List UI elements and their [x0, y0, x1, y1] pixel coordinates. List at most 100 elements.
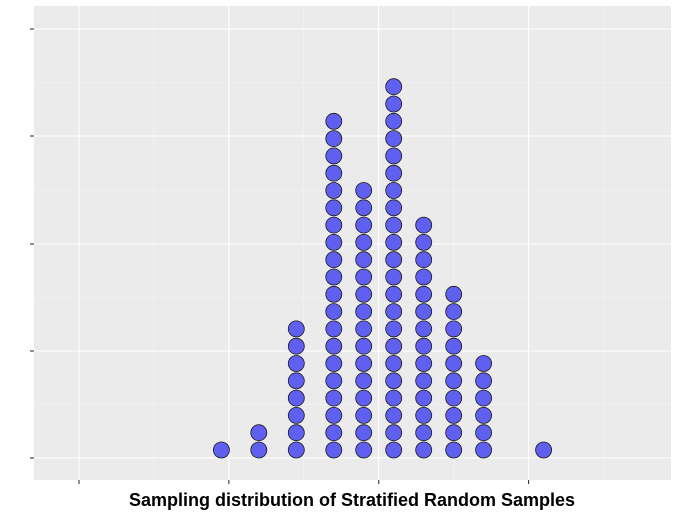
data-dot: [287, 337, 305, 355]
data-dot: [385, 372, 403, 390]
data-dot: [355, 337, 373, 355]
data-dot: [385, 268, 403, 286]
data-dot: [355, 199, 373, 217]
data-dot: [355, 441, 373, 459]
data-dot: [355, 216, 373, 234]
data-dot: [385, 95, 403, 113]
data-dot: [475, 355, 493, 372]
data-dot: [385, 112, 403, 130]
data-dot: [445, 406, 463, 424]
data-dot: [415, 406, 433, 424]
data-dot: [475, 424, 493, 442]
data-dot: [385, 406, 403, 424]
data-dot: [445, 441, 463, 459]
data-dot: [250, 441, 268, 459]
data-dot: [287, 372, 305, 390]
data-dot: [287, 320, 305, 338]
x-axis-label: Sampling distribution of Stratified Rand…: [129, 490, 575, 510]
data-dot: [355, 182, 373, 199]
data-dot: [385, 285, 403, 303]
data-dot: [355, 389, 373, 407]
data-dot: [325, 389, 343, 407]
data-dot: [445, 337, 463, 355]
data-dot: [385, 337, 403, 355]
grid-lines: [34, 6, 671, 480]
data-dot: [445, 320, 463, 338]
data-dot: [325, 233, 343, 251]
data-dot: [325, 337, 343, 355]
data-dot: [287, 389, 305, 407]
data-dot: [385, 216, 403, 234]
data-dot: [325, 303, 343, 321]
data-dot: [325, 424, 343, 442]
data-dot: [355, 303, 373, 321]
data-dot: [355, 355, 373, 372]
data-dot: [415, 251, 433, 269]
data-dot: [445, 355, 463, 372]
data-dot: [325, 164, 343, 182]
data-dot: [385, 78, 403, 96]
data-dot: [325, 199, 343, 217]
data-dot: [475, 389, 493, 407]
data-dot: [325, 147, 343, 165]
data-dot: [385, 424, 403, 442]
data-dot: [385, 130, 403, 148]
data-dot: [385, 303, 403, 321]
data-dot: [415, 285, 433, 303]
data-dot: [287, 424, 305, 442]
data-dot: [445, 424, 463, 442]
data-dot: [415, 303, 433, 321]
data-dot: [325, 320, 343, 338]
data-dot: [385, 233, 403, 251]
data-dot: [415, 389, 433, 407]
data-dot: [355, 372, 373, 390]
data-dot: [355, 251, 373, 269]
data-dot: [325, 372, 343, 390]
data-dot: [415, 216, 433, 234]
data-dot: [475, 372, 493, 390]
data-dot: [475, 441, 493, 459]
data-dot: [415, 320, 433, 338]
data-dot: [325, 216, 343, 234]
data-dot: [385, 147, 403, 165]
data-dot: [415, 268, 433, 286]
data-dot: [325, 441, 343, 459]
data-dot: [325, 130, 343, 148]
data-dot: [385, 182, 403, 199]
y-axis-ticks: [30, 28, 34, 459]
data-dot: [287, 355, 305, 372]
data-dot: [445, 303, 463, 321]
data-dot: [385, 389, 403, 407]
data-dot: [415, 337, 433, 355]
data-dot: [475, 406, 493, 424]
data-dot: [415, 355, 433, 372]
data-dot: [535, 441, 552, 459]
data-dot: [445, 285, 463, 303]
data-dot: [445, 389, 463, 407]
data-dot: [385, 251, 403, 269]
data-dot: [385, 164, 403, 182]
dot-stacks: [212, 78, 552, 459]
data-dot: [212, 441, 230, 459]
data-dot: [325, 285, 343, 303]
data-dot: [355, 268, 373, 286]
data-dot: [287, 441, 305, 459]
data-dot: [385, 199, 403, 217]
data-dot: [325, 268, 343, 286]
data-dot: [385, 320, 403, 338]
data-dot: [325, 112, 343, 130]
data-dot: [355, 424, 373, 442]
data-dot: [355, 320, 373, 338]
data-dot: [385, 355, 403, 372]
data-dot: [415, 233, 433, 251]
data-dot: [250, 424, 268, 442]
data-dot: [325, 355, 343, 372]
data-dot: [355, 406, 373, 424]
data-dot: [415, 424, 433, 442]
x-axis-ticks: [78, 480, 530, 484]
plot-panel: [34, 6, 671, 480]
data-dot: [355, 285, 373, 303]
data-dot: [325, 251, 343, 269]
data-dot: [287, 406, 305, 424]
